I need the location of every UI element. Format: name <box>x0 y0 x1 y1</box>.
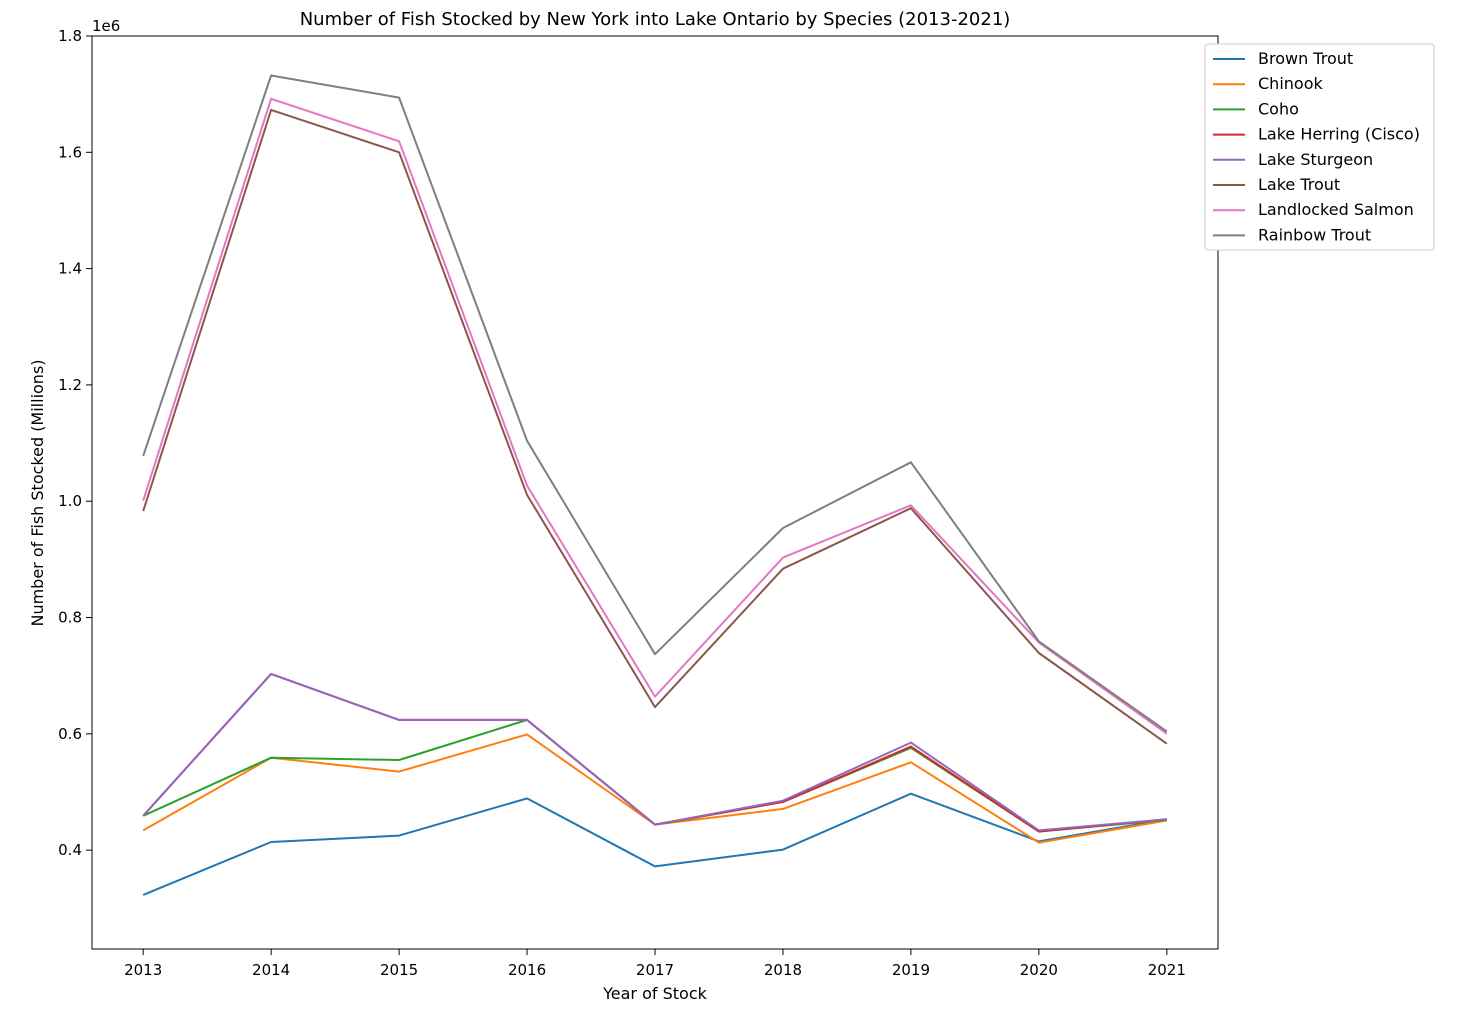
y-tick-label: 1.0 <box>58 492 82 510</box>
x-tick-label: 2014 <box>252 961 290 979</box>
legend-label: Coho <box>1258 99 1299 118</box>
x-axis-label: Year of Stock <box>602 984 707 1003</box>
legend-label: Lake Sturgeon <box>1258 150 1373 169</box>
y-offset-text: 1e6 <box>92 17 120 35</box>
series-line-lake-trout <box>142 108 1168 745</box>
x-tick-label: 2018 <box>764 961 802 979</box>
y-tick-label: 0.8 <box>58 609 82 627</box>
x-tick-label: 2020 <box>1020 961 1058 979</box>
series-line-brown-trout <box>142 792 1167 896</box>
x-axis: 2013 2014 2015 2016 2017 2018 2019 2020 2021 <box>124 949 1186 979</box>
y-tick-label: 1.4 <box>58 260 82 278</box>
x-tick-label: 2013 <box>124 961 162 979</box>
y-tick-label: 0.6 <box>58 725 82 743</box>
series-line-landlocked-salmon <box>142 97 1168 735</box>
y-tick-label: 1.6 <box>58 143 82 161</box>
y-tick-label: 1.2 <box>58 376 82 394</box>
legend-box <box>1204 43 1435 251</box>
plot-area <box>91 35 1219 950</box>
x-tick-label: 2017 <box>636 961 674 979</box>
legend-label: Rainbow Trout <box>1258 225 1371 244</box>
chart-title: Number of Fish Stocked by New York into … <box>300 9 1011 30</box>
x-tick-label: 2016 <box>508 961 546 979</box>
series-lines <box>142 74 1168 896</box>
y-axis-label: Number of Fish Stocked (Millions) <box>28 359 47 626</box>
x-tick-label: 2019 <box>892 961 930 979</box>
legend-label: Brown Trout <box>1258 49 1353 68</box>
legend-label: Lake Trout <box>1258 175 1340 194</box>
legend: Brown Trout Chinook Coho Lake Herring (Cisc… <box>1204 43 1435 251</box>
legend-label: Chinook <box>1258 74 1323 93</box>
legend-label: Landlocked Salmon <box>1258 200 1414 219</box>
series-line-rainbow-trout <box>142 74 1168 733</box>
series-line-chinook <box>142 733 1167 844</box>
y-tick-label: 0.4 <box>58 841 82 859</box>
legend-label: Lake Herring (Cisco) <box>1258 125 1420 144</box>
x-tick-label: 2021 <box>1148 961 1186 979</box>
x-tick-label: 2015 <box>380 961 418 979</box>
y-tick-label: 1.8 <box>58 27 82 45</box>
y-axis: 0.4 0.6 0.8 1.0 1.2 1.4 1.6 1.8 <box>58 27 92 859</box>
series-line-lake-sturgeon <box>142 672 1167 832</box>
